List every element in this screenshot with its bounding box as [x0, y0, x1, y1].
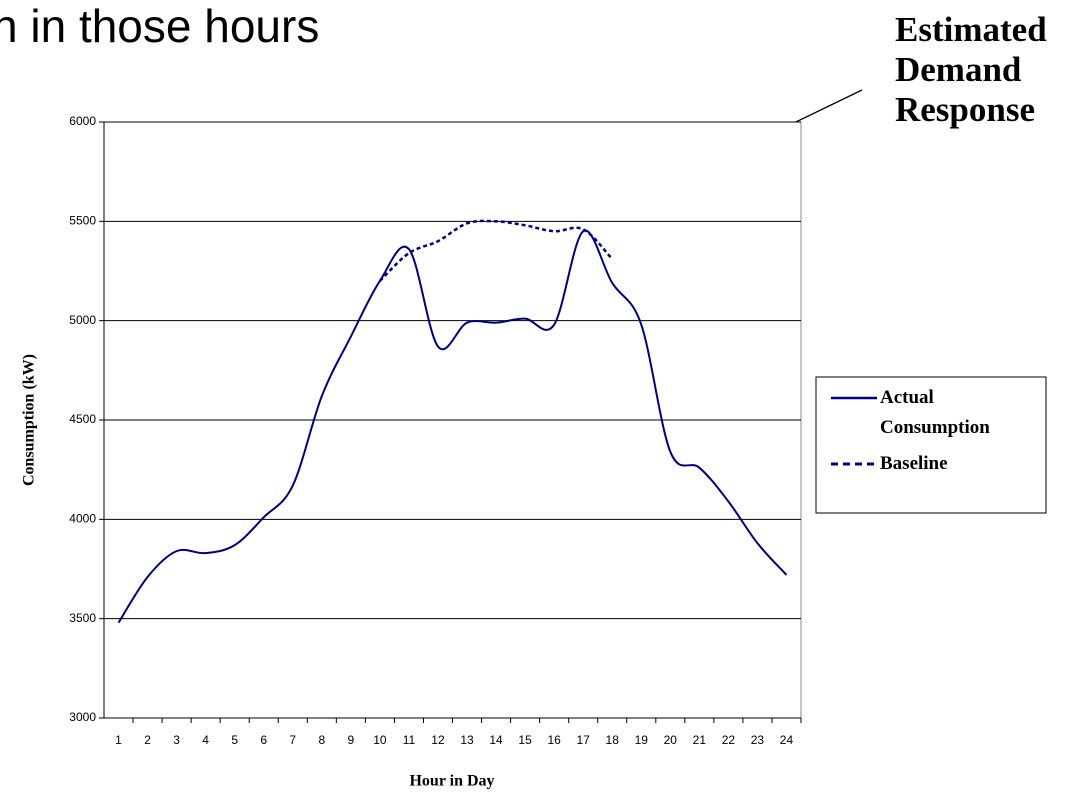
- x-tick-label: 22: [722, 733, 736, 747]
- x-tick-label: 21: [693, 733, 707, 747]
- legend: [815, 376, 1047, 514]
- x-tick-label: 8: [318, 733, 325, 747]
- x-tick-label: 4: [202, 733, 209, 747]
- series-line: [379, 219, 614, 282]
- x-tick-label: 12: [431, 733, 445, 747]
- y-axis-label: Consumption (kW): [21, 354, 38, 486]
- x-tick-label: 24: [780, 733, 794, 747]
- x-tick-label: 15: [518, 733, 532, 747]
- legend-entry: Actual Consumption: [880, 387, 990, 438]
- slide-title: n in those hours: [0, 0, 319, 52]
- legend-label: Actual Consumption: [880, 387, 990, 438]
- x-axis-label: Hour in Day: [409, 773, 494, 790]
- y-tick-label: 4500: [69, 412, 96, 426]
- annotation: Estimated Demand Response: [895, 10, 1047, 129]
- x-tick-label: 7: [289, 733, 296, 747]
- x-tick-label: 18: [606, 733, 620, 747]
- x-tick-label: 14: [489, 733, 503, 747]
- x-tick-label: 1: [115, 733, 122, 747]
- x-tick-label: 5: [231, 733, 238, 747]
- legend-label: Baseline: [880, 453, 948, 474]
- x-tick-label: 11: [403, 733, 416, 747]
- x-tick-label: 6: [260, 733, 267, 747]
- x-tick-label: 20: [664, 733, 678, 747]
- y-tick-label: 5500: [69, 214, 96, 228]
- x-tick-label: 16: [547, 733, 561, 747]
- x-tick-label: 3: [173, 733, 180, 747]
- x-tick-label: 19: [635, 733, 649, 747]
- x-tick-label: 2: [144, 733, 151, 747]
- y-tick-label: 4000: [69, 512, 96, 526]
- legend-entry: Baseline: [880, 453, 948, 474]
- x-tick-label: 9: [348, 733, 355, 747]
- x-tick-label: 23: [751, 733, 765, 747]
- y-tick-label: 3000: [69, 710, 96, 724]
- x-tick-label: 13: [460, 733, 474, 747]
- x-tick-label: 10: [373, 733, 387, 747]
- y-tick-label: 5000: [69, 313, 96, 327]
- annotation-box: Estimated Demand Response: [895, 10, 1047, 129]
- y-tick-label: 6000: [69, 114, 96, 128]
- series-line: [117, 229, 788, 624]
- x-tick-label: 17: [577, 733, 591, 747]
- y-tick-label: 3500: [69, 611, 96, 625]
